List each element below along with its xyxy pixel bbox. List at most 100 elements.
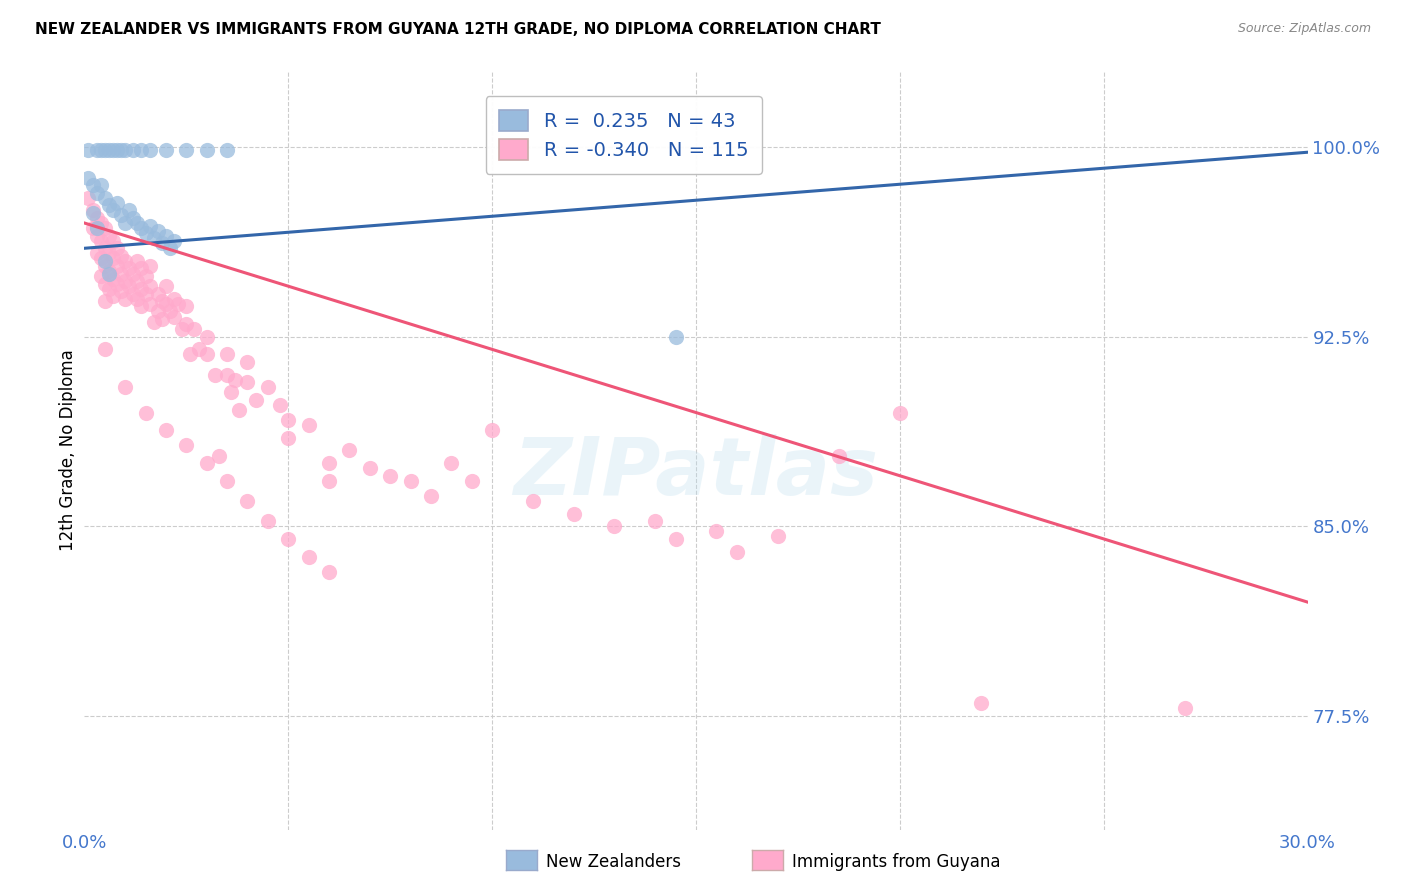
Point bbox=[277, 413, 299, 427]
Point bbox=[204, 368, 226, 382]
Point bbox=[245, 392, 267, 407]
Point bbox=[93, 191, 115, 205]
Point bbox=[187, 343, 209, 357]
Point bbox=[118, 203, 141, 218]
Point bbox=[277, 532, 299, 546]
Point bbox=[219, 385, 242, 400]
Point bbox=[828, 449, 851, 463]
Point bbox=[159, 241, 181, 255]
Point bbox=[93, 343, 115, 357]
Point bbox=[97, 143, 120, 157]
Point bbox=[399, 474, 422, 488]
Point bbox=[86, 211, 108, 225]
Point bbox=[86, 246, 108, 260]
Point bbox=[82, 221, 104, 235]
Point bbox=[339, 443, 361, 458]
Point bbox=[114, 216, 136, 230]
Point bbox=[131, 143, 153, 157]
Point bbox=[217, 347, 239, 361]
Point bbox=[318, 565, 340, 579]
Point bbox=[318, 474, 340, 488]
Point bbox=[150, 294, 173, 309]
Point bbox=[114, 274, 136, 288]
Point bbox=[644, 514, 666, 528]
Point bbox=[195, 347, 218, 361]
Point bbox=[114, 143, 136, 157]
Y-axis label: 12th Grade, No Diploma: 12th Grade, No Diploma bbox=[59, 350, 77, 551]
Text: ZIPatlas: ZIPatlas bbox=[513, 434, 879, 512]
Point bbox=[159, 304, 181, 318]
Point bbox=[77, 191, 100, 205]
Point bbox=[93, 294, 115, 309]
Point bbox=[93, 241, 115, 255]
Point bbox=[118, 279, 141, 293]
Point bbox=[228, 403, 250, 417]
Point bbox=[82, 203, 104, 218]
Point bbox=[97, 264, 120, 278]
Point bbox=[461, 474, 484, 488]
Point bbox=[105, 195, 128, 210]
Point bbox=[155, 143, 177, 157]
Point bbox=[359, 461, 381, 475]
Point bbox=[174, 317, 197, 331]
Point bbox=[135, 405, 157, 419]
Point bbox=[90, 269, 112, 284]
Point bbox=[665, 532, 688, 546]
Point bbox=[114, 253, 136, 268]
Point bbox=[105, 143, 128, 157]
Point bbox=[135, 286, 157, 301]
Point bbox=[150, 312, 173, 326]
Point bbox=[481, 423, 503, 437]
Point bbox=[142, 314, 165, 328]
Point bbox=[127, 274, 149, 288]
Point bbox=[257, 380, 280, 394]
Point bbox=[138, 219, 160, 233]
Point bbox=[127, 292, 149, 306]
Point bbox=[224, 373, 246, 387]
Point bbox=[236, 375, 259, 389]
Point bbox=[127, 253, 149, 268]
Point bbox=[970, 696, 993, 710]
Point bbox=[269, 398, 291, 412]
Point bbox=[110, 209, 132, 223]
Point bbox=[217, 474, 239, 488]
Point bbox=[101, 252, 124, 266]
Point bbox=[163, 310, 186, 324]
Point bbox=[93, 221, 115, 235]
Point bbox=[174, 438, 197, 452]
Point bbox=[318, 456, 340, 470]
Point bbox=[101, 203, 124, 218]
Point bbox=[146, 304, 169, 318]
Point bbox=[298, 418, 321, 433]
Point bbox=[114, 292, 136, 306]
Point bbox=[105, 259, 128, 273]
Point bbox=[90, 216, 112, 230]
Point bbox=[118, 261, 141, 276]
Point bbox=[150, 236, 173, 251]
Point bbox=[77, 170, 100, 185]
Point bbox=[93, 259, 115, 273]
Point bbox=[163, 292, 186, 306]
Point bbox=[380, 468, 402, 483]
Point bbox=[522, 494, 544, 508]
Point bbox=[172, 322, 194, 336]
Text: Immigrants from Guyana: Immigrants from Guyana bbox=[792, 853, 1000, 871]
Point bbox=[101, 143, 124, 157]
Point bbox=[110, 284, 132, 298]
Point bbox=[603, 519, 626, 533]
Point bbox=[155, 423, 177, 437]
Point bbox=[86, 143, 108, 157]
Point bbox=[131, 261, 153, 276]
Point bbox=[208, 449, 231, 463]
Point bbox=[889, 405, 911, 419]
Point bbox=[195, 456, 218, 470]
Point bbox=[93, 143, 115, 157]
Point bbox=[127, 216, 149, 230]
Point bbox=[138, 259, 160, 273]
Text: Source: ZipAtlas.com: Source: ZipAtlas.com bbox=[1237, 22, 1371, 36]
Point bbox=[122, 267, 145, 281]
Point bbox=[101, 234, 124, 248]
Point bbox=[665, 329, 688, 343]
Point bbox=[195, 329, 218, 343]
Point bbox=[195, 143, 218, 157]
